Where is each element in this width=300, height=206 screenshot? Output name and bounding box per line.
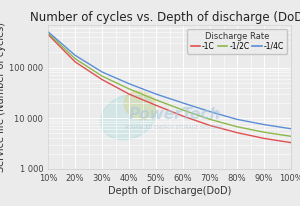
Ellipse shape [124, 91, 157, 120]
Text: ADVANCED ENERGY STORAGE SYSTEMS: ADVANCED ENERGY STORAGE SYSTEMS [125, 125, 223, 130]
Ellipse shape [100, 94, 156, 140]
Legend: -1C, -1/2C, -1/4C: -1C, -1/2C, -1/4C [188, 29, 287, 54]
Text: PowerTech: PowerTech [128, 107, 220, 122]
Y-axis label: Service life (Number of cycles): Service life (Number of cycles) [0, 22, 6, 172]
Title: Number of cycles vs. Depth of discharge (DoD): Number of cycles vs. Depth of discharge … [31, 11, 300, 23]
X-axis label: Depth of Discharge(DoD): Depth of Discharge(DoD) [108, 186, 231, 195]
